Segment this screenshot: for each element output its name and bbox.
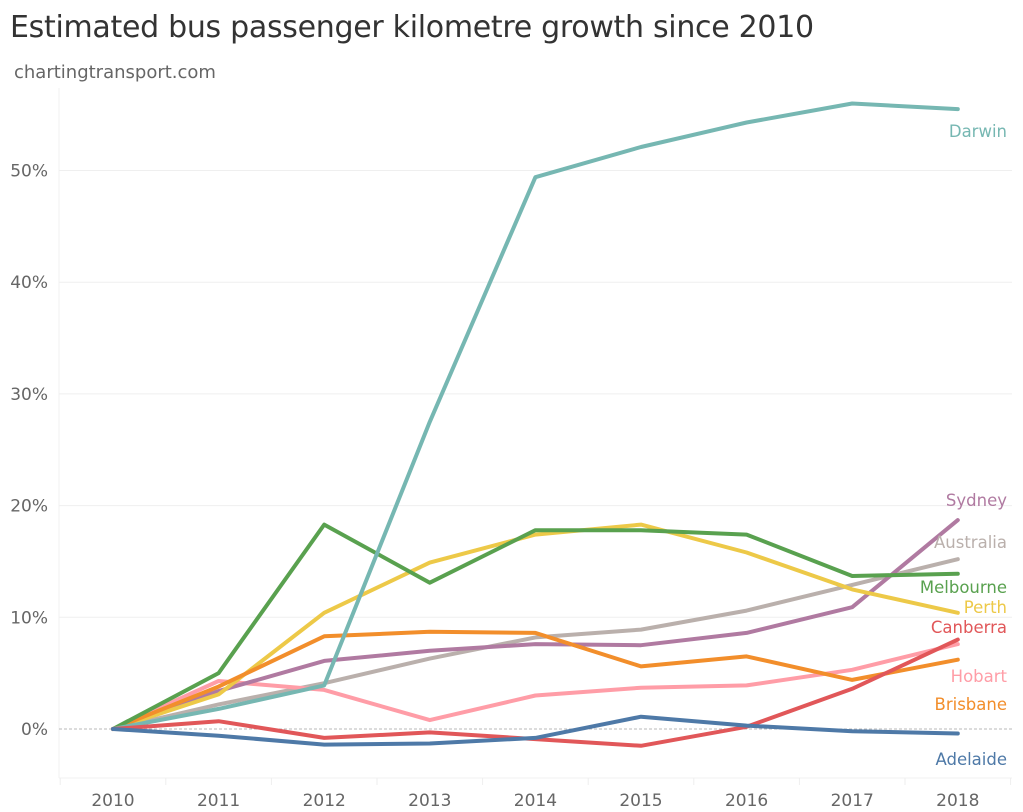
series-line-darwin [111,101,960,731]
x-tick-label: 2018 [936,791,979,811]
series-line-brisbane [111,629,960,731]
x-tick-label: 2012 [303,791,346,811]
x-tick-label: 2015 [619,791,662,811]
series-lines [111,101,960,748]
y-axis-ticks: 0% 10% 20% 30% 40% 50% [10,162,48,741]
x-tick-label: 2016 [725,791,768,811]
series-label-canberra: Canberra [931,618,1007,637]
series-label-melbourne: Melbourne [920,578,1007,597]
chart-title: Estimated bus passenger kilometre growth… [10,10,814,45]
series-labels: Darwin Sydney Australia MelbournePerthCanbe… [920,122,1008,769]
x-tick-label: 2011 [197,791,240,811]
y-tick-label: 30% [10,385,48,405]
x-tick-label: 2010 [91,791,134,811]
series-label-hobart: Hobart [951,667,1008,686]
y-tick-label: 50% [10,162,48,182]
y-tick-label: 10% [10,608,48,628]
series-label-sydney: Sydney [946,491,1007,510]
y-tick-label: 0% [21,720,48,740]
series-line-melbourne [111,522,960,731]
series-label-brisbane: Brisbane [935,695,1007,714]
series-line-hobart [111,642,960,731]
series-label-darwin: Darwin [949,122,1007,141]
series-line-australia [111,557,960,731]
x-tick-label: 2017 [831,791,874,811]
chart-subtitle: chartingtransport.com [14,62,216,83]
series-label-australia: Australia [934,533,1007,552]
y-tick-label: 20% [10,497,48,517]
series-label-perth: Perth [964,598,1007,617]
plot-frame [58,88,1012,779]
gridlines [59,170,1012,730]
x-tick-label: 2014 [514,791,557,811]
series-line-adelaide [111,714,960,747]
x-tick-label: 2013 [408,791,451,811]
y-tick-label: 40% [10,273,48,293]
series-line-perth [111,522,960,731]
series-line-sydney [111,518,960,731]
x-axis-ticks: 2010 2011 2012 2013 2014 2015 2016 2017 2018 [59,778,1012,811]
series-label-adelaide: Adelaide [935,750,1007,769]
